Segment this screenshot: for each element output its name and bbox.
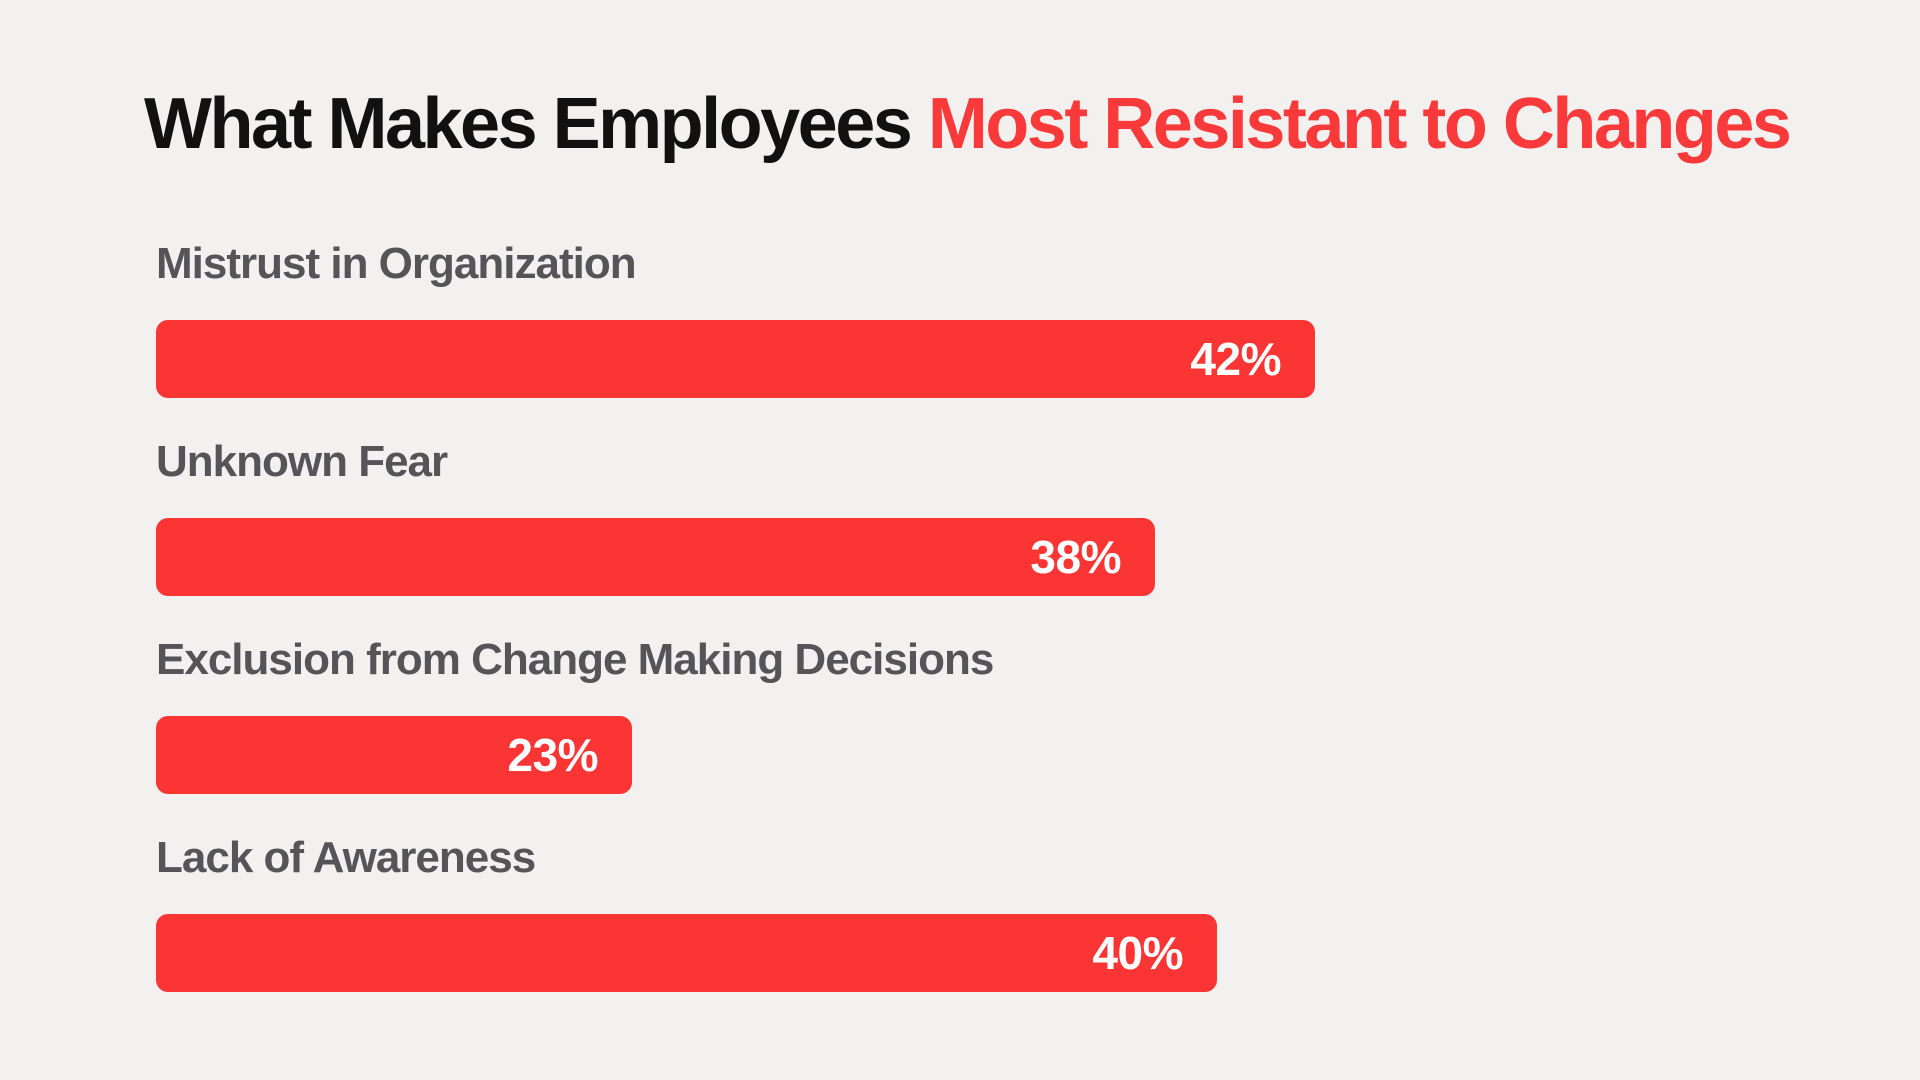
bar-row: Exclusion from Change Making Decisions 2…	[156, 638, 1920, 794]
bar-value-label: 42%	[1190, 333, 1281, 385]
bar-row: Unknown Fear 38%	[156, 440, 1920, 596]
bar-value-label: 23%	[507, 729, 598, 781]
page-title: What Makes Employees Most Resistant to C…	[144, 88, 1920, 160]
bar-exclusion-from-change-making-decisions: 23%	[156, 716, 632, 794]
bar-mistrust-in-organization: 42%	[156, 320, 1315, 398]
bar-row: Mistrust in Organization 42%	[156, 242, 1920, 398]
bar-lack-of-awareness: 40%	[156, 914, 1217, 992]
title-red-part: Most Resistant to Changes	[927, 84, 1792, 164]
category-label-unknown-fear: Unknown Fear	[156, 437, 448, 486]
bar-value-label: 38%	[1030, 531, 1121, 583]
bar-row: Lack of Awareness 40%	[156, 836, 1920, 992]
title-space	[910, 84, 928, 164]
category-label-mistrust-in-organization: Mistrust in Organization	[156, 239, 637, 288]
category-label-exclusion-from-change-making-decisions: Exclusion from Change Making Decisions	[156, 635, 994, 684]
bar-unknown-fear: 38%	[156, 518, 1155, 596]
category-label-lack-of-awareness: Lack of Awareness	[156, 833, 536, 882]
bar-value-label: 40%	[1092, 927, 1183, 979]
title-black-part: What Makes Employees	[144, 84, 913, 164]
bar-chart: Mistrust in Organization 42% Unknown Fea…	[156, 242, 1920, 992]
